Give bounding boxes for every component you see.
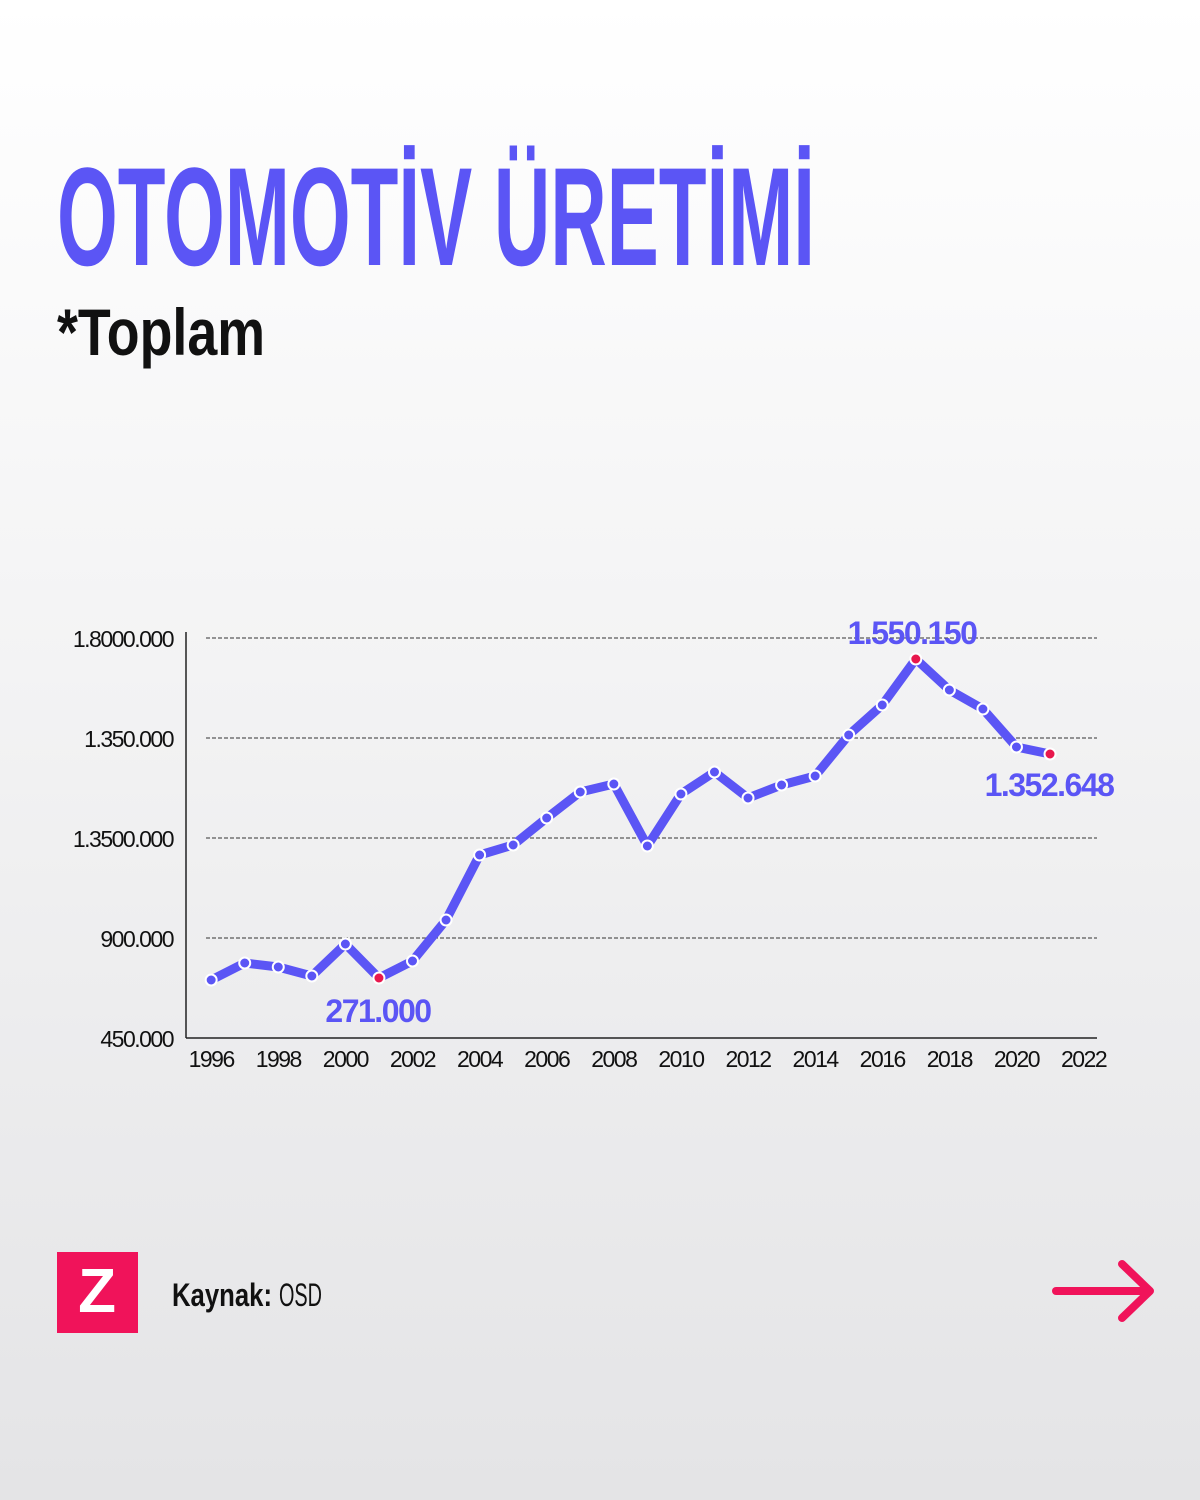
- data-point: [842, 728, 856, 742]
- chart-title: OTOMOTİV ÜRETİMİ: [57, 138, 815, 295]
- x-tick-label: 2004: [457, 1046, 504, 1072]
- y-tick-label: 1.3500.000: [73, 826, 174, 852]
- x-tick-label: 2002: [390, 1046, 436, 1072]
- source-label: Kaynak:: [172, 1277, 272, 1313]
- data-point: [1009, 740, 1023, 754]
- logo-text: Z: [78, 1257, 116, 1326]
- y-tick-label: 1.350.000: [84, 726, 174, 752]
- x-tick-label: 2020: [994, 1046, 1040, 1072]
- data-point: [1043, 747, 1057, 761]
- source-value: OSD: [279, 1277, 322, 1313]
- data-point: [573, 785, 587, 799]
- annotation: 271.000: [325, 993, 431, 1029]
- annotation: 1.352.648: [985, 767, 1115, 803]
- data-point: [875, 698, 889, 712]
- data-point: [439, 913, 453, 927]
- x-tick-label: 1996: [189, 1046, 235, 1072]
- data-point: [775, 778, 789, 792]
- x-tick-label: 2006: [524, 1046, 570, 1072]
- data-point: [540, 811, 554, 825]
- x-tick-label: 2000: [323, 1046, 369, 1072]
- data-point: [405, 954, 419, 968]
- y-tick-label: 450.000: [100, 1026, 173, 1052]
- x-tick-label: 2016: [860, 1046, 906, 1072]
- data-point: [305, 969, 319, 983]
- data-point: [338, 937, 352, 951]
- x-tick-label: 2012: [725, 1046, 771, 1072]
- data-point: [707, 765, 721, 779]
- data-point: [909, 652, 923, 666]
- data-point: [640, 839, 654, 853]
- x-tick-label: 2014: [793, 1046, 840, 1072]
- annotation: 1.550.150: [848, 615, 978, 651]
- data-point: [506, 838, 520, 852]
- data-point: [238, 956, 252, 970]
- logo: [57, 1252, 138, 1333]
- x-tick-label: 2010: [658, 1046, 704, 1072]
- data-point: [674, 787, 688, 801]
- x-tick-label: 2022: [1061, 1046, 1107, 1072]
- x-tick-label: 1998: [256, 1046, 302, 1072]
- data-point: [976, 702, 990, 716]
- data-point: [942, 683, 956, 697]
- subtitle: *Toplam: [57, 295, 265, 369]
- data-point: [473, 848, 487, 862]
- x-tick-label: 2008: [591, 1046, 637, 1072]
- data-point: [372, 971, 386, 985]
- x-tick-label: 2018: [927, 1046, 973, 1072]
- data-point: [741, 791, 755, 805]
- next-arrow[interactable]: [1052, 1260, 1154, 1322]
- plot: 450.000 900.000 1.3500.000 1.350.000 1.8000.…: [73, 615, 1116, 1072]
- y-tick-label: 900.000: [100, 926, 173, 952]
- data-point: [808, 769, 822, 783]
- data-point: [607, 777, 621, 791]
- data-point: [271, 960, 285, 974]
- series-line: [209, 654, 1051, 985]
- y-tick-label: 1.8000.000: [73, 626, 174, 652]
- data-point: [204, 973, 218, 987]
